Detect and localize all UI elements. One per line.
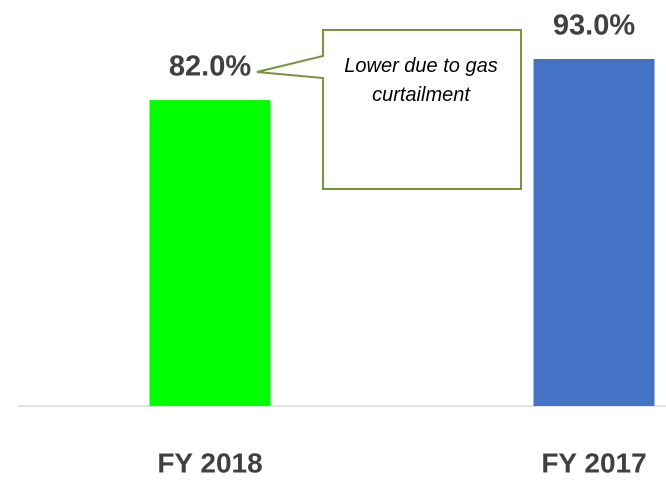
value-label: 82.0% [169,51,251,83]
x-tick-label: FY 2017 [541,447,646,478]
callout-box [256,29,522,190]
bar [149,100,271,407]
value-label: 93.0% [553,10,635,42]
bar [533,59,655,406]
x-tick-label: FY 2018 [157,447,262,478]
annotation: Lower due to gas curtailment [344,55,498,106]
